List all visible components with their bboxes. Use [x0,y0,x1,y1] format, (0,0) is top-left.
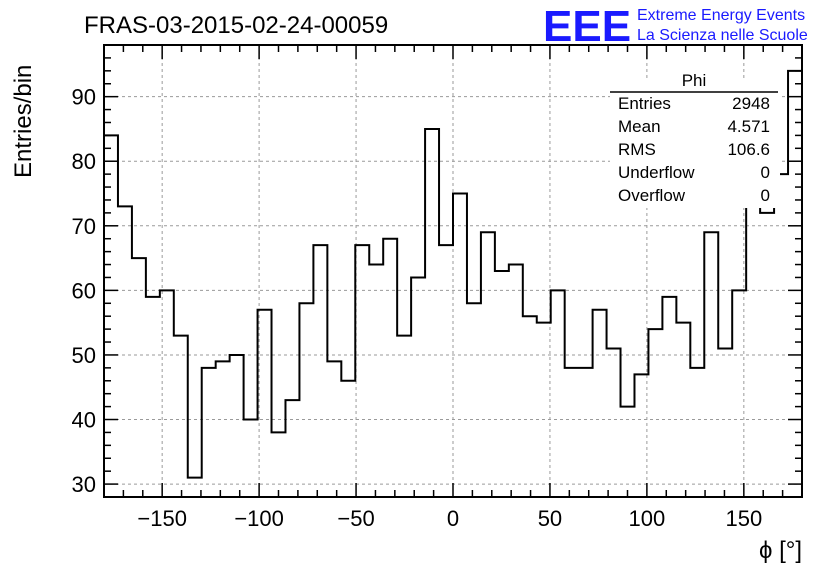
histogram-line [104,69,802,479]
y-tick-label: 70 [72,214,96,239]
chart-title: FRAS-03-2015-02-24-00059 [84,12,388,39]
y-tick-label: 40 [72,408,96,433]
eee-logo: EEE Extreme Energy Events La Scienza nel… [543,2,808,51]
stat-value-rms: 106.6 [727,140,770,159]
stat-label-overflow: Overflow [618,186,686,205]
y-tick-label: 60 [72,278,96,303]
stats-box-title: Phi [682,71,707,90]
x-tick-label: 50 [538,506,562,531]
axis-ticks [103,44,803,498]
stat-value-underflow: 0 [761,163,770,182]
x-tick-label: 0 [447,506,459,531]
x-tick-label: −150 [137,506,187,531]
x-tick-label: 150 [725,506,762,531]
x-axis-title: ϕ [°] [759,537,802,564]
tick-labels: −150 −100 −50 0 50 100 150 30 40 50 60 70 80 90 [72,85,763,531]
y-axis-title: Entries/bin [10,65,37,178]
x-tick-label: 100 [629,506,666,531]
y-tick-label: 50 [72,343,96,368]
stat-value-overflow: 0 [761,186,770,205]
y-tick-label: 30 [72,472,96,497]
y-tick-label: 90 [72,85,96,110]
stats-box-frame [610,80,780,208]
y-tick-label: 80 [72,149,96,174]
stat-value-entries: 2948 [732,94,770,113]
stat-value-mean: 4.571 [727,117,770,136]
stat-label-rms: RMS [618,140,656,159]
stats-box: Phi Entries 2948 Mean 4.571 RMS 106.6 Un… [610,71,780,208]
logo-line-1: Extreme Energy Events [637,7,805,24]
x-tick-label: −50 [337,506,374,531]
x-tick-label: −100 [234,506,284,531]
plot-frame [103,44,803,498]
logo-line-2: La Scienza nelle Scuole [637,27,808,44]
logo-text: EEE [543,2,631,51]
stat-label-underflow: Underflow [618,163,695,182]
stat-label-entries: Entries [618,94,671,113]
stat-label-mean: Mean [618,117,661,136]
